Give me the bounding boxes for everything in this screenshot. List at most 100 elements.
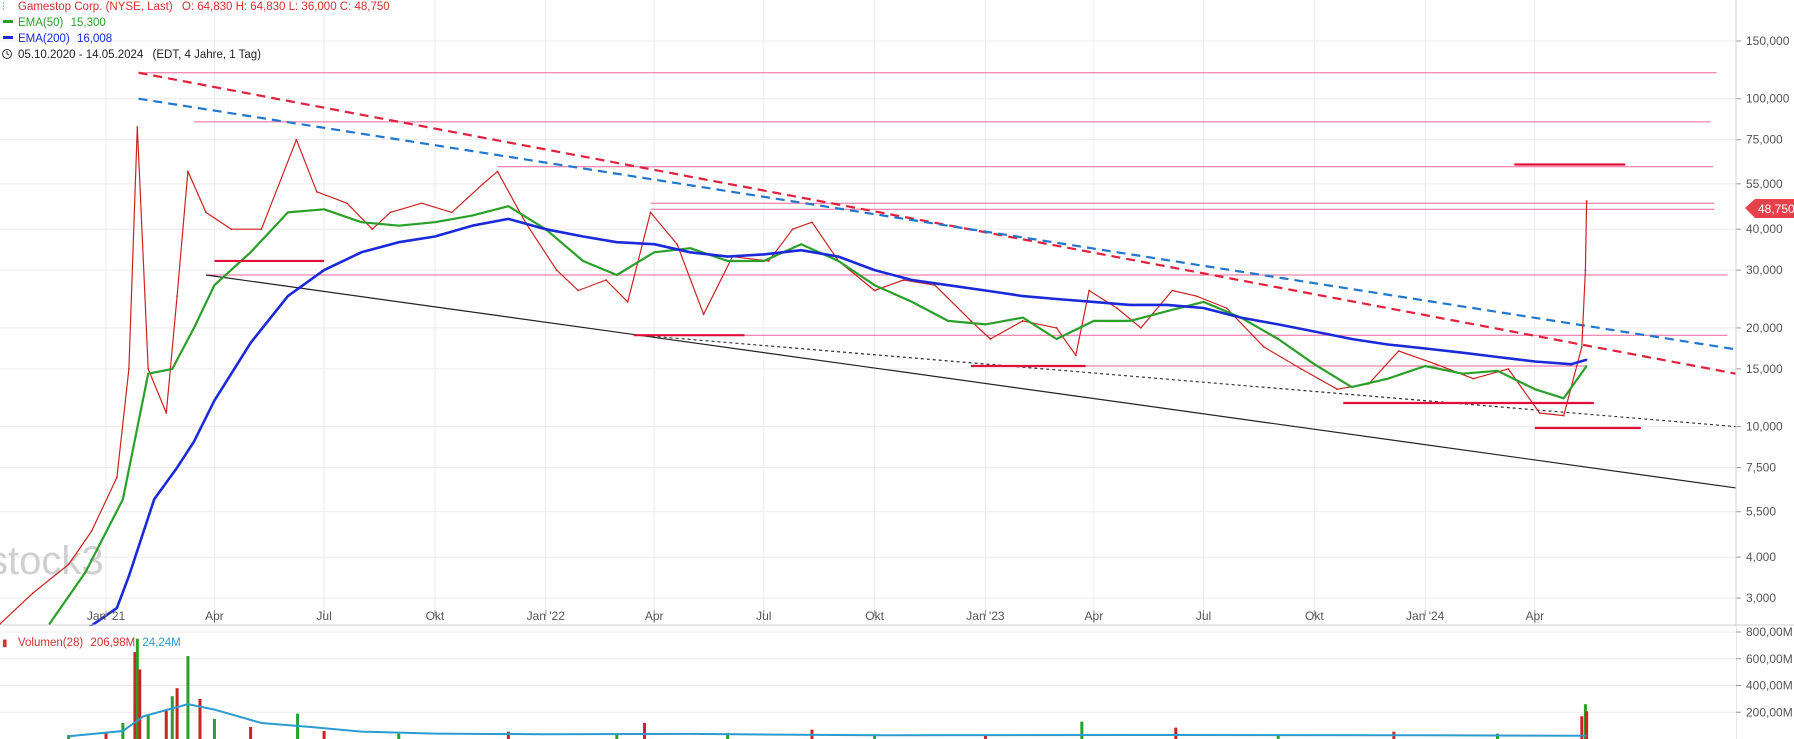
x-tick-label: Okt	[426, 609, 445, 623]
data-point	[67, 563, 70, 566]
price-axis[interactable]: 3,000 4,000 5,500 7,500 10,000 15,000 20,000 30…	[1735, 0, 1790, 739]
volume-bar	[164, 710, 168, 739]
volume-bar	[983, 734, 987, 739]
price-grid	[0, 0, 1736, 624]
data-point	[726, 255, 729, 258]
data-point	[1424, 365, 1427, 367]
price-series	[0, 126, 1588, 631]
data-point	[193, 326, 195, 329]
data-point	[260, 228, 263, 231]
data-point	[153, 498, 156, 501]
data-point	[482, 182, 484, 185]
data-point	[1021, 320, 1024, 322]
trend-line	[205, 274, 1737, 489]
ema50-value: 15,300	[71, 17, 106, 29]
volume-bar	[726, 732, 730, 739]
ema200-swatch	[3, 36, 13, 39]
trend-lines	[138, 71, 1737, 489]
data-point	[90, 530, 93, 533]
data-point	[1496, 356, 1499, 358]
data-point	[984, 323, 987, 326]
data-point	[902, 279, 905, 281]
data-point	[1115, 307, 1118, 309]
data-point	[1580, 346, 1583, 348]
volume-bar	[1276, 734, 1280, 739]
y-tick-label: 75,000	[1746, 133, 1783, 147]
data-point	[360, 251, 363, 254]
volume-bar	[1585, 711, 1589, 739]
data-point	[121, 498, 124, 501]
data-point	[653, 251, 656, 254]
svg-text:Volumen(28) 206,98M: Volumen(28) 206,98M 24,24M	[18, 637, 181, 649]
volume-bar	[643, 722, 647, 739]
y-tick-label: 55,000	[1746, 177, 1783, 191]
data-point	[1386, 377, 1389, 380]
volume-bar	[135, 638, 139, 739]
volume-bar	[1174, 727, 1178, 739]
data-point	[649, 211, 652, 214]
x-tick-label: Okt	[865, 609, 884, 623]
data-point	[1435, 363, 1437, 366]
price-panel-background	[0, 0, 1736, 624]
data-point	[1507, 367, 1510, 370]
data-point	[800, 243, 803, 246]
x-tick-label: Jan '21	[87, 609, 126, 623]
last-price-value: 48,750	[1758, 202, 1794, 216]
volume-grid	[0, 631, 1736, 713]
x-tick-label: Jan '23	[966, 609, 1005, 623]
data-point	[1055, 326, 1058, 329]
data-point	[397, 241, 400, 244]
data-point	[287, 211, 289, 214]
volume-bar	[615, 733, 619, 739]
x-tick-label: Jul	[756, 609, 771, 623]
data-point	[811, 221, 813, 224]
data-point	[1472, 377, 1475, 380]
data-point	[1129, 320, 1131, 322]
y-tick-label: 3,000	[1746, 591, 1776, 605]
volume-bar	[212, 718, 216, 739]
data-point	[323, 208, 325, 211]
x-tick-label: Apr	[1085, 609, 1104, 623]
data-point	[389, 211, 392, 214]
data-point	[582, 235, 584, 238]
data-point	[1225, 307, 1228, 309]
data-point	[947, 320, 950, 322]
volume-tick-label: 200,00M	[1746, 705, 1793, 719]
data-point	[1562, 414, 1565, 417]
data-point	[187, 170, 189, 173]
volume-bar	[67, 734, 71, 739]
data-point	[323, 269, 325, 272]
data-point	[702, 313, 705, 316]
data-point	[837, 260, 840, 262]
volume-bar	[1080, 721, 1084, 739]
ohlc-values: O: 64,830 H: 64,830 L: 36,000 C: 48,750	[182, 1, 390, 13]
data-point	[1021, 295, 1024, 298]
volume-bars	[67, 638, 1589, 739]
data-point	[1538, 412, 1541, 414]
data-point	[420, 202, 423, 205]
volume-axis[interactable]: 800,00M 600,00M 400,00M 200,00M	[1736, 625, 1793, 719]
data-point	[397, 224, 400, 227]
x-tick-label: Okt	[1305, 609, 1324, 623]
date-range: 05.10.2020 - 14.05.2024	[18, 49, 144, 61]
time-axis[interactable]: Jan '21 Apr Jul Okt Jan '22 Apr Jul Okt Jan '23 A…	[87, 609, 1544, 623]
data-point	[1585, 358, 1588, 361]
data-point	[450, 211, 453, 214]
data-point	[128, 367, 130, 370]
data-point	[762, 253, 765, 256]
volume-bar	[186, 656, 190, 739]
last-price-tag: 48,750	[1745, 199, 1794, 218]
volume-bar	[104, 732, 108, 739]
svg-text:EMA(200) 16,008: EMA(200) 16,008	[18, 33, 112, 45]
data-point	[873, 269, 876, 272]
data-point	[1171, 289, 1174, 292]
clock-icon	[2, 49, 12, 59]
candles-icon: ⫶	[2, 2, 5, 13]
chart-legend: ⫶ Gamestop Corp. (NYSE, Last) O: 64,830 …	[2, 1, 390, 61]
data-point	[115, 606, 118, 609]
data-point	[1584, 269, 1587, 272]
data-point	[837, 255, 840, 258]
data-point	[1277, 323, 1280, 326]
data-point	[213, 399, 216, 402]
svg-text:EMA(50) 15,300: EMA(50) 15,300	[18, 17, 106, 29]
